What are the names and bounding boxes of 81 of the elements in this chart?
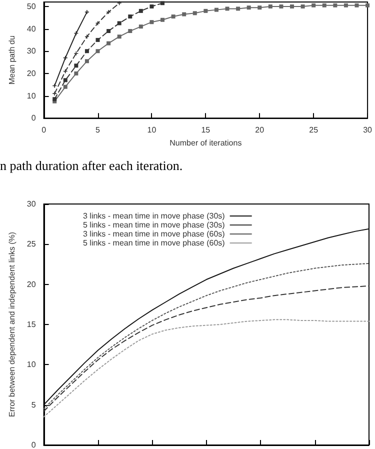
x-axis-title: Number of iterations <box>170 138 242 148</box>
point <box>106 29 111 34</box>
point <box>214 8 218 12</box>
line-series <box>43 319 370 418</box>
x-tick-label: 0 <box>42 126 47 135</box>
point <box>106 10 111 14</box>
point <box>204 8 208 13</box>
point <box>160 18 165 22</box>
point <box>74 51 78 56</box>
legend-label: 3 links - mean time in move phase (60s) <box>82 230 226 238</box>
point <box>74 64 78 68</box>
point <box>366 3 370 8</box>
x-tick-label: 5 <box>96 126 101 135</box>
point <box>52 92 57 96</box>
point <box>268 4 272 8</box>
y-tick-label: 40 <box>26 24 36 34</box>
point <box>96 49 100 54</box>
point <box>333 3 338 8</box>
y-axis-title: Error between dependent and independent links (%) <box>8 232 16 418</box>
point <box>150 20 154 24</box>
point <box>84 59 89 64</box>
point <box>84 49 89 54</box>
point <box>312 3 316 8</box>
x-tick-label: 10 <box>147 126 157 135</box>
point <box>63 69 68 74</box>
point <box>74 71 78 76</box>
legend-label: 5 links - mean time in move phase (30s) <box>82 220 226 230</box>
x-tick-label: 30 <box>363 126 373 135</box>
point <box>236 6 240 11</box>
point <box>106 41 111 46</box>
point <box>117 21 122 26</box>
point <box>63 78 68 82</box>
point <box>279 4 284 8</box>
y-tick-label: 20 <box>26 280 36 289</box>
y-tick-label: 15 <box>26 320 36 329</box>
point <box>96 38 100 42</box>
y-axis-title: Mean path du <box>8 36 16 85</box>
y-tick-label: 10 <box>26 91 36 100</box>
y-tick-label: 5 <box>31 400 36 410</box>
y-tick-label: 30 <box>26 200 36 208</box>
point <box>258 6 262 10</box>
x-tick-label: 20 <box>255 126 265 135</box>
point <box>117 34 122 39</box>
y-tick-label: 0 <box>31 114 36 123</box>
line-series <box>43 285 370 412</box>
y-tick-label: 0 <box>31 440 36 449</box>
point <box>182 12 186 16</box>
y-tick-label: 50 <box>26 2 36 11</box>
point <box>160 1 165 6</box>
point <box>150 4 154 8</box>
line-series <box>52 10 89 88</box>
point <box>192 11 197 16</box>
legend-label: 5 links - mean time in move phase (60s) <box>82 238 226 248</box>
point <box>63 56 68 60</box>
line-series <box>43 228 370 406</box>
x-tick-label: 15 <box>201 126 211 135</box>
point <box>138 24 143 29</box>
point <box>344 3 348 8</box>
point <box>138 8 143 13</box>
text: n path duration after each iteration. <box>0 158 183 174</box>
point <box>171 14 176 19</box>
y-tick-label: 10 <box>26 360 36 370</box>
point <box>63 84 68 89</box>
point <box>290 4 294 8</box>
point <box>225 6 230 11</box>
point <box>300 4 305 8</box>
y-tick-label: 20 <box>26 68 36 78</box>
point <box>117 1 122 6</box>
point <box>246 6 251 10</box>
point <box>84 10 89 14</box>
point <box>354 3 359 8</box>
y-tick-label: 30 <box>26 46 36 56</box>
point <box>52 84 57 88</box>
legend-label: 3 links - mean time in move phase (30s) <box>82 212 226 220</box>
x-tick-label: 25 <box>309 126 319 135</box>
point <box>128 29 132 34</box>
y-tick-label: 25 <box>26 240 36 249</box>
point <box>322 3 326 8</box>
point <box>84 34 89 39</box>
line-series <box>43 262 370 410</box>
point <box>128 14 132 19</box>
